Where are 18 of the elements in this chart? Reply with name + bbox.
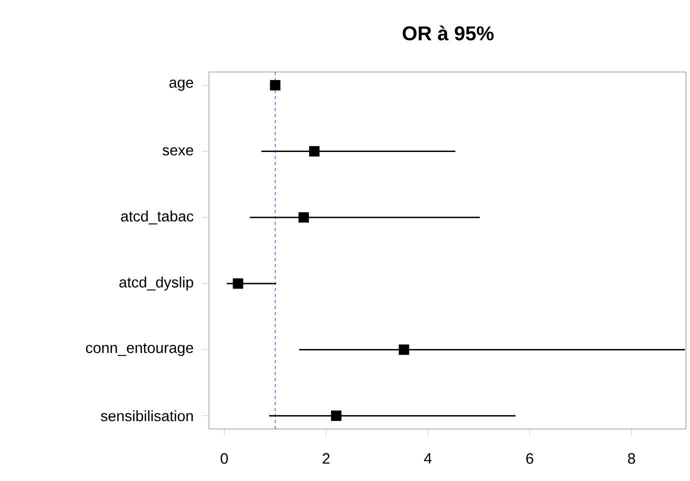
point xyxy=(398,344,410,355)
y-tick-label: atcd_dyslip xyxy=(119,276,194,291)
point xyxy=(331,410,342,421)
y-tick-label: sensibilisation xyxy=(100,410,193,422)
x-tick-label: 2 xyxy=(322,453,330,464)
point xyxy=(298,212,309,223)
point xyxy=(309,146,320,157)
x-tick-label: 4 xyxy=(424,453,432,464)
y-tick-label: age xyxy=(169,80,194,91)
chart-title: OR à 95% xyxy=(402,26,494,40)
y-tick-label: conn_entourage xyxy=(86,343,194,356)
y-tick-label: atcd_tabac xyxy=(121,210,194,224)
x-tick-label: 6 xyxy=(526,453,534,464)
point xyxy=(232,278,244,289)
x-tick-label: 0 xyxy=(220,453,228,464)
y-tick-label: sexe xyxy=(162,147,194,156)
point xyxy=(270,80,280,90)
x-tick-label: 8 xyxy=(628,453,636,464)
